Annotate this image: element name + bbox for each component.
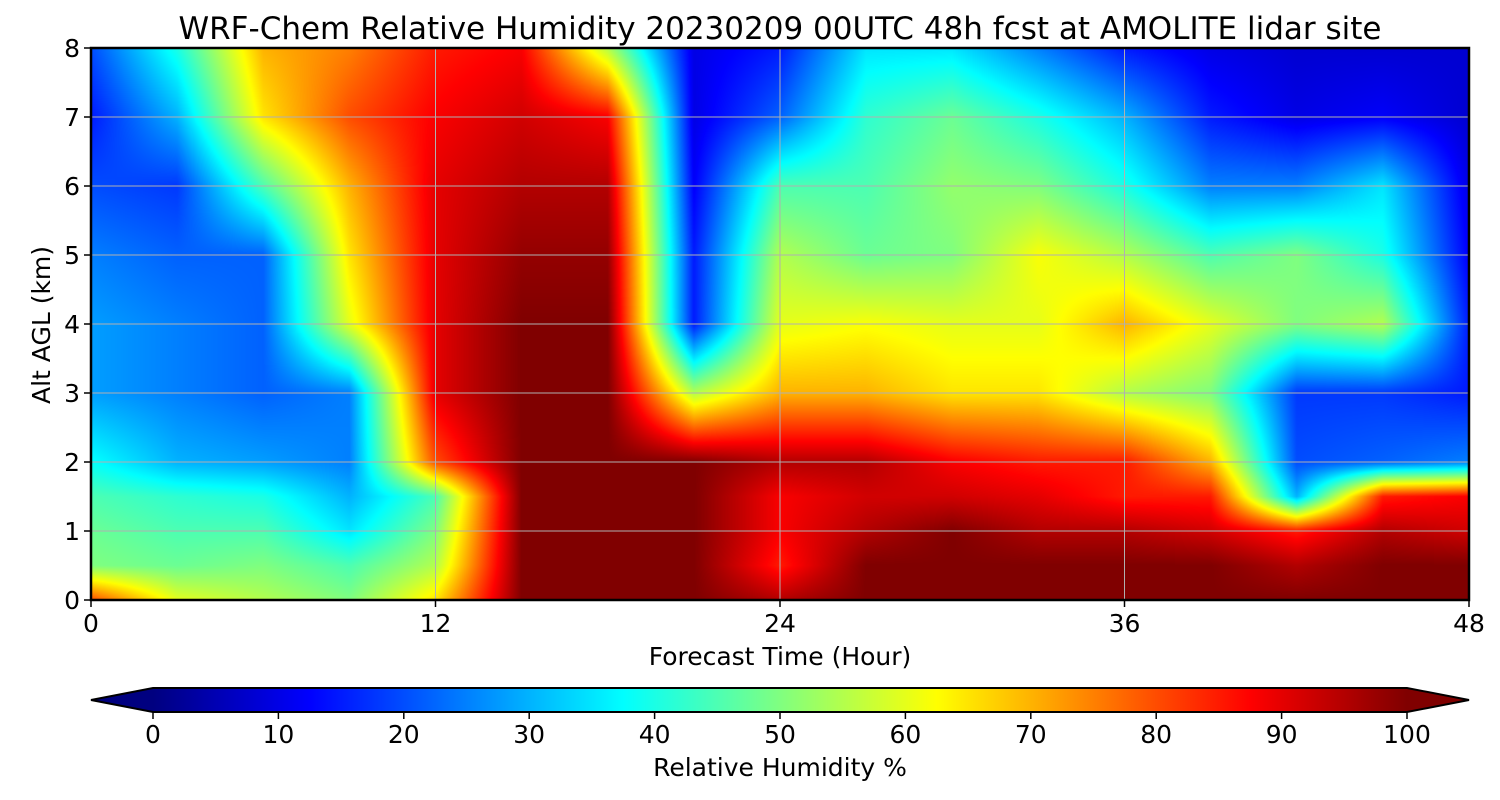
y-axis: 0 1 2 3 4 5 6 7 8 [64,34,91,615]
x-tick-label: 0 [83,609,99,638]
x-tick-label: 36 [1109,609,1141,638]
colorbar-tick-label: 70 [1015,720,1047,749]
x-axis: 0 12 24 36 48 [83,600,1485,638]
colorbar-tick-label: 90 [1266,720,1298,749]
colorbar-tick-label: 0 [145,720,161,749]
colorbar-tick-label: 40 [639,720,671,749]
colorbar: 0 10 20 30 40 50 60 70 80 90 100 Relative Humidity… [90,687,1470,782]
y-tick-label: 2 [64,448,80,477]
y-tick-label: 1 [64,517,80,546]
colorbar-tick-label: 20 [388,720,420,749]
y-tick-label: 7 [64,103,80,132]
y-tick-label: 6 [64,172,80,201]
colorbar-extend-low [91,688,153,712]
colorbar-tick-label: 10 [262,720,294,749]
x-tick-label: 12 [420,609,452,638]
colorbar-tick-label: 30 [513,720,545,749]
y-tick-label: 5 [64,241,80,270]
colorbar-body [153,688,1407,712]
y-axis-label: Alt AGL (km) [27,246,56,404]
chart-title: WRF-Chem Relative Humidity 20230209 00UT… [178,11,1381,47]
colorbar-tick-label: 50 [764,720,796,749]
colorbar-tick-label: 80 [1140,720,1172,749]
plot-area [89,46,1471,602]
x-tick-label: 48 [1453,609,1485,638]
colorbar-extend-high [1407,688,1469,712]
colorbar-tick-label: 60 [889,720,921,749]
x-axis-label: Forecast Time (Hour) [649,642,912,671]
y-tick-label: 3 [64,379,80,408]
colorbar-label: Relative Humidity % [653,753,907,782]
colorbar-tick-label: 100 [1383,720,1431,749]
x-tick-label: 24 [764,609,796,638]
y-tick-label: 4 [64,310,80,339]
colorbar-ticks: 0 10 20 30 40 50 60 70 80 90 100 [145,712,1431,749]
y-tick-label: 0 [64,586,80,615]
y-tick-label: 8 [64,34,80,63]
